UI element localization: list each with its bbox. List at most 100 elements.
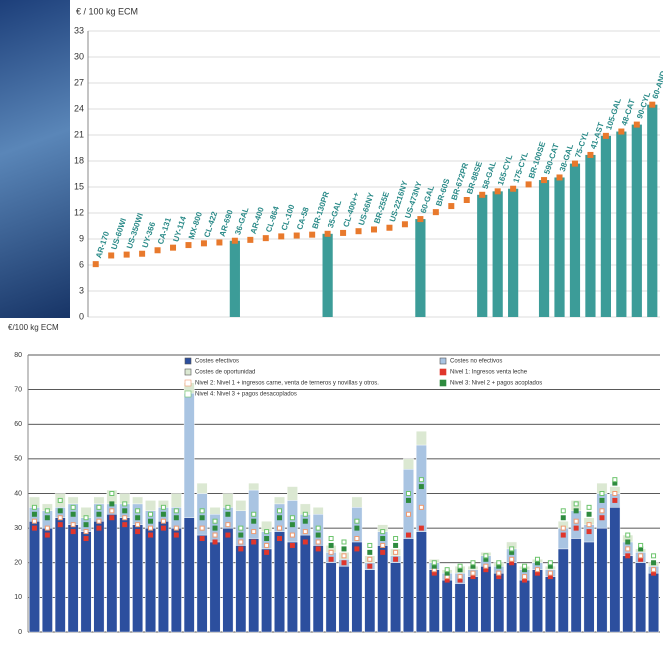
marker bbox=[199, 515, 205, 521]
marker bbox=[278, 233, 285, 240]
bar-segment bbox=[519, 579, 530, 633]
marker bbox=[315, 532, 321, 538]
bar-segment bbox=[403, 458, 414, 470]
marker bbox=[599, 508, 605, 514]
marker bbox=[341, 546, 347, 552]
marker bbox=[173, 515, 179, 521]
marker bbox=[380, 536, 386, 542]
marker bbox=[135, 529, 141, 535]
bar-segment bbox=[480, 566, 492, 633]
marker bbox=[199, 536, 205, 542]
bar bbox=[492, 191, 503, 317]
bar-segment bbox=[364, 569, 376, 633]
marker bbox=[612, 491, 618, 496]
marker bbox=[170, 244, 177, 251]
marker bbox=[148, 511, 154, 517]
marker bbox=[225, 504, 231, 510]
bar-segment bbox=[635, 562, 647, 633]
bar-segment bbox=[41, 527, 53, 633]
marker bbox=[173, 508, 179, 514]
marker bbox=[405, 532, 411, 538]
marker bbox=[393, 549, 399, 555]
legend-swatch bbox=[184, 368, 192, 376]
marker bbox=[354, 525, 360, 531]
bar-segment bbox=[170, 493, 182, 508]
y-tick-label: 33 bbox=[74, 25, 84, 35]
marker bbox=[96, 504, 102, 510]
bar-segment bbox=[248, 482, 260, 491]
bar-segment bbox=[428, 569, 440, 633]
marker bbox=[315, 539, 321, 545]
bar bbox=[616, 131, 627, 317]
marker bbox=[560, 515, 566, 521]
marker bbox=[547, 570, 553, 576]
marker bbox=[96, 518, 102, 524]
marker bbox=[522, 563, 528, 569]
bar-segment bbox=[235, 500, 247, 512]
marker bbox=[560, 532, 566, 538]
bar-segment bbox=[493, 572, 505, 633]
y-tick-label: 9 bbox=[79, 233, 84, 243]
marker bbox=[31, 511, 37, 517]
bar-segment bbox=[209, 541, 221, 633]
marker bbox=[341, 539, 347, 545]
bar-segment bbox=[416, 430, 427, 446]
legend-swatch bbox=[439, 357, 447, 365]
y-tick-label: 20 bbox=[14, 560, 22, 567]
marker bbox=[264, 536, 270, 542]
marker bbox=[44, 525, 50, 531]
marker bbox=[599, 491, 605, 496]
marker bbox=[367, 542, 373, 548]
marker bbox=[457, 574, 463, 580]
bar-segment bbox=[312, 507, 324, 515]
marker bbox=[393, 536, 399, 542]
marker bbox=[444, 567, 450, 573]
marker bbox=[148, 525, 154, 531]
marker bbox=[431, 560, 437, 566]
bar-segment bbox=[416, 531, 427, 633]
bar-segment bbox=[596, 527, 608, 633]
marker bbox=[386, 224, 393, 231]
marker bbox=[289, 542, 295, 548]
marker bbox=[586, 522, 592, 528]
marker bbox=[139, 250, 146, 257]
marker bbox=[612, 497, 618, 503]
bar-segment bbox=[403, 469, 414, 539]
marker bbox=[599, 515, 605, 521]
bar-segment bbox=[609, 507, 621, 633]
bar bbox=[477, 194, 488, 317]
legend-label: Costes no efectivos bbox=[450, 359, 502, 365]
marker bbox=[225, 522, 231, 528]
marker bbox=[380, 549, 386, 555]
marker bbox=[340, 229, 347, 236]
marker bbox=[651, 567, 657, 573]
marker bbox=[44, 532, 50, 538]
marker bbox=[483, 553, 489, 559]
bar-segment bbox=[274, 496, 285, 505]
marker bbox=[534, 556, 540, 562]
marker bbox=[509, 546, 515, 552]
y-tick-label: 3 bbox=[79, 285, 84, 295]
bar-segment bbox=[545, 576, 556, 633]
marker bbox=[302, 518, 308, 524]
marker bbox=[625, 553, 631, 559]
marker bbox=[418, 525, 424, 531]
legend-label: Costes de oportunidad bbox=[195, 370, 255, 376]
bar-segment bbox=[441, 579, 453, 633]
marker bbox=[494, 188, 501, 195]
marker bbox=[289, 515, 295, 521]
marker bbox=[277, 525, 283, 531]
marker bbox=[618, 128, 625, 135]
marker bbox=[123, 251, 130, 258]
marker bbox=[573, 518, 579, 524]
marker bbox=[380, 529, 386, 535]
marker bbox=[238, 539, 244, 545]
bar bbox=[554, 177, 565, 317]
marker bbox=[251, 539, 257, 545]
marker bbox=[160, 525, 166, 531]
marker bbox=[199, 508, 205, 514]
marker bbox=[328, 542, 334, 548]
marker bbox=[556, 174, 563, 181]
